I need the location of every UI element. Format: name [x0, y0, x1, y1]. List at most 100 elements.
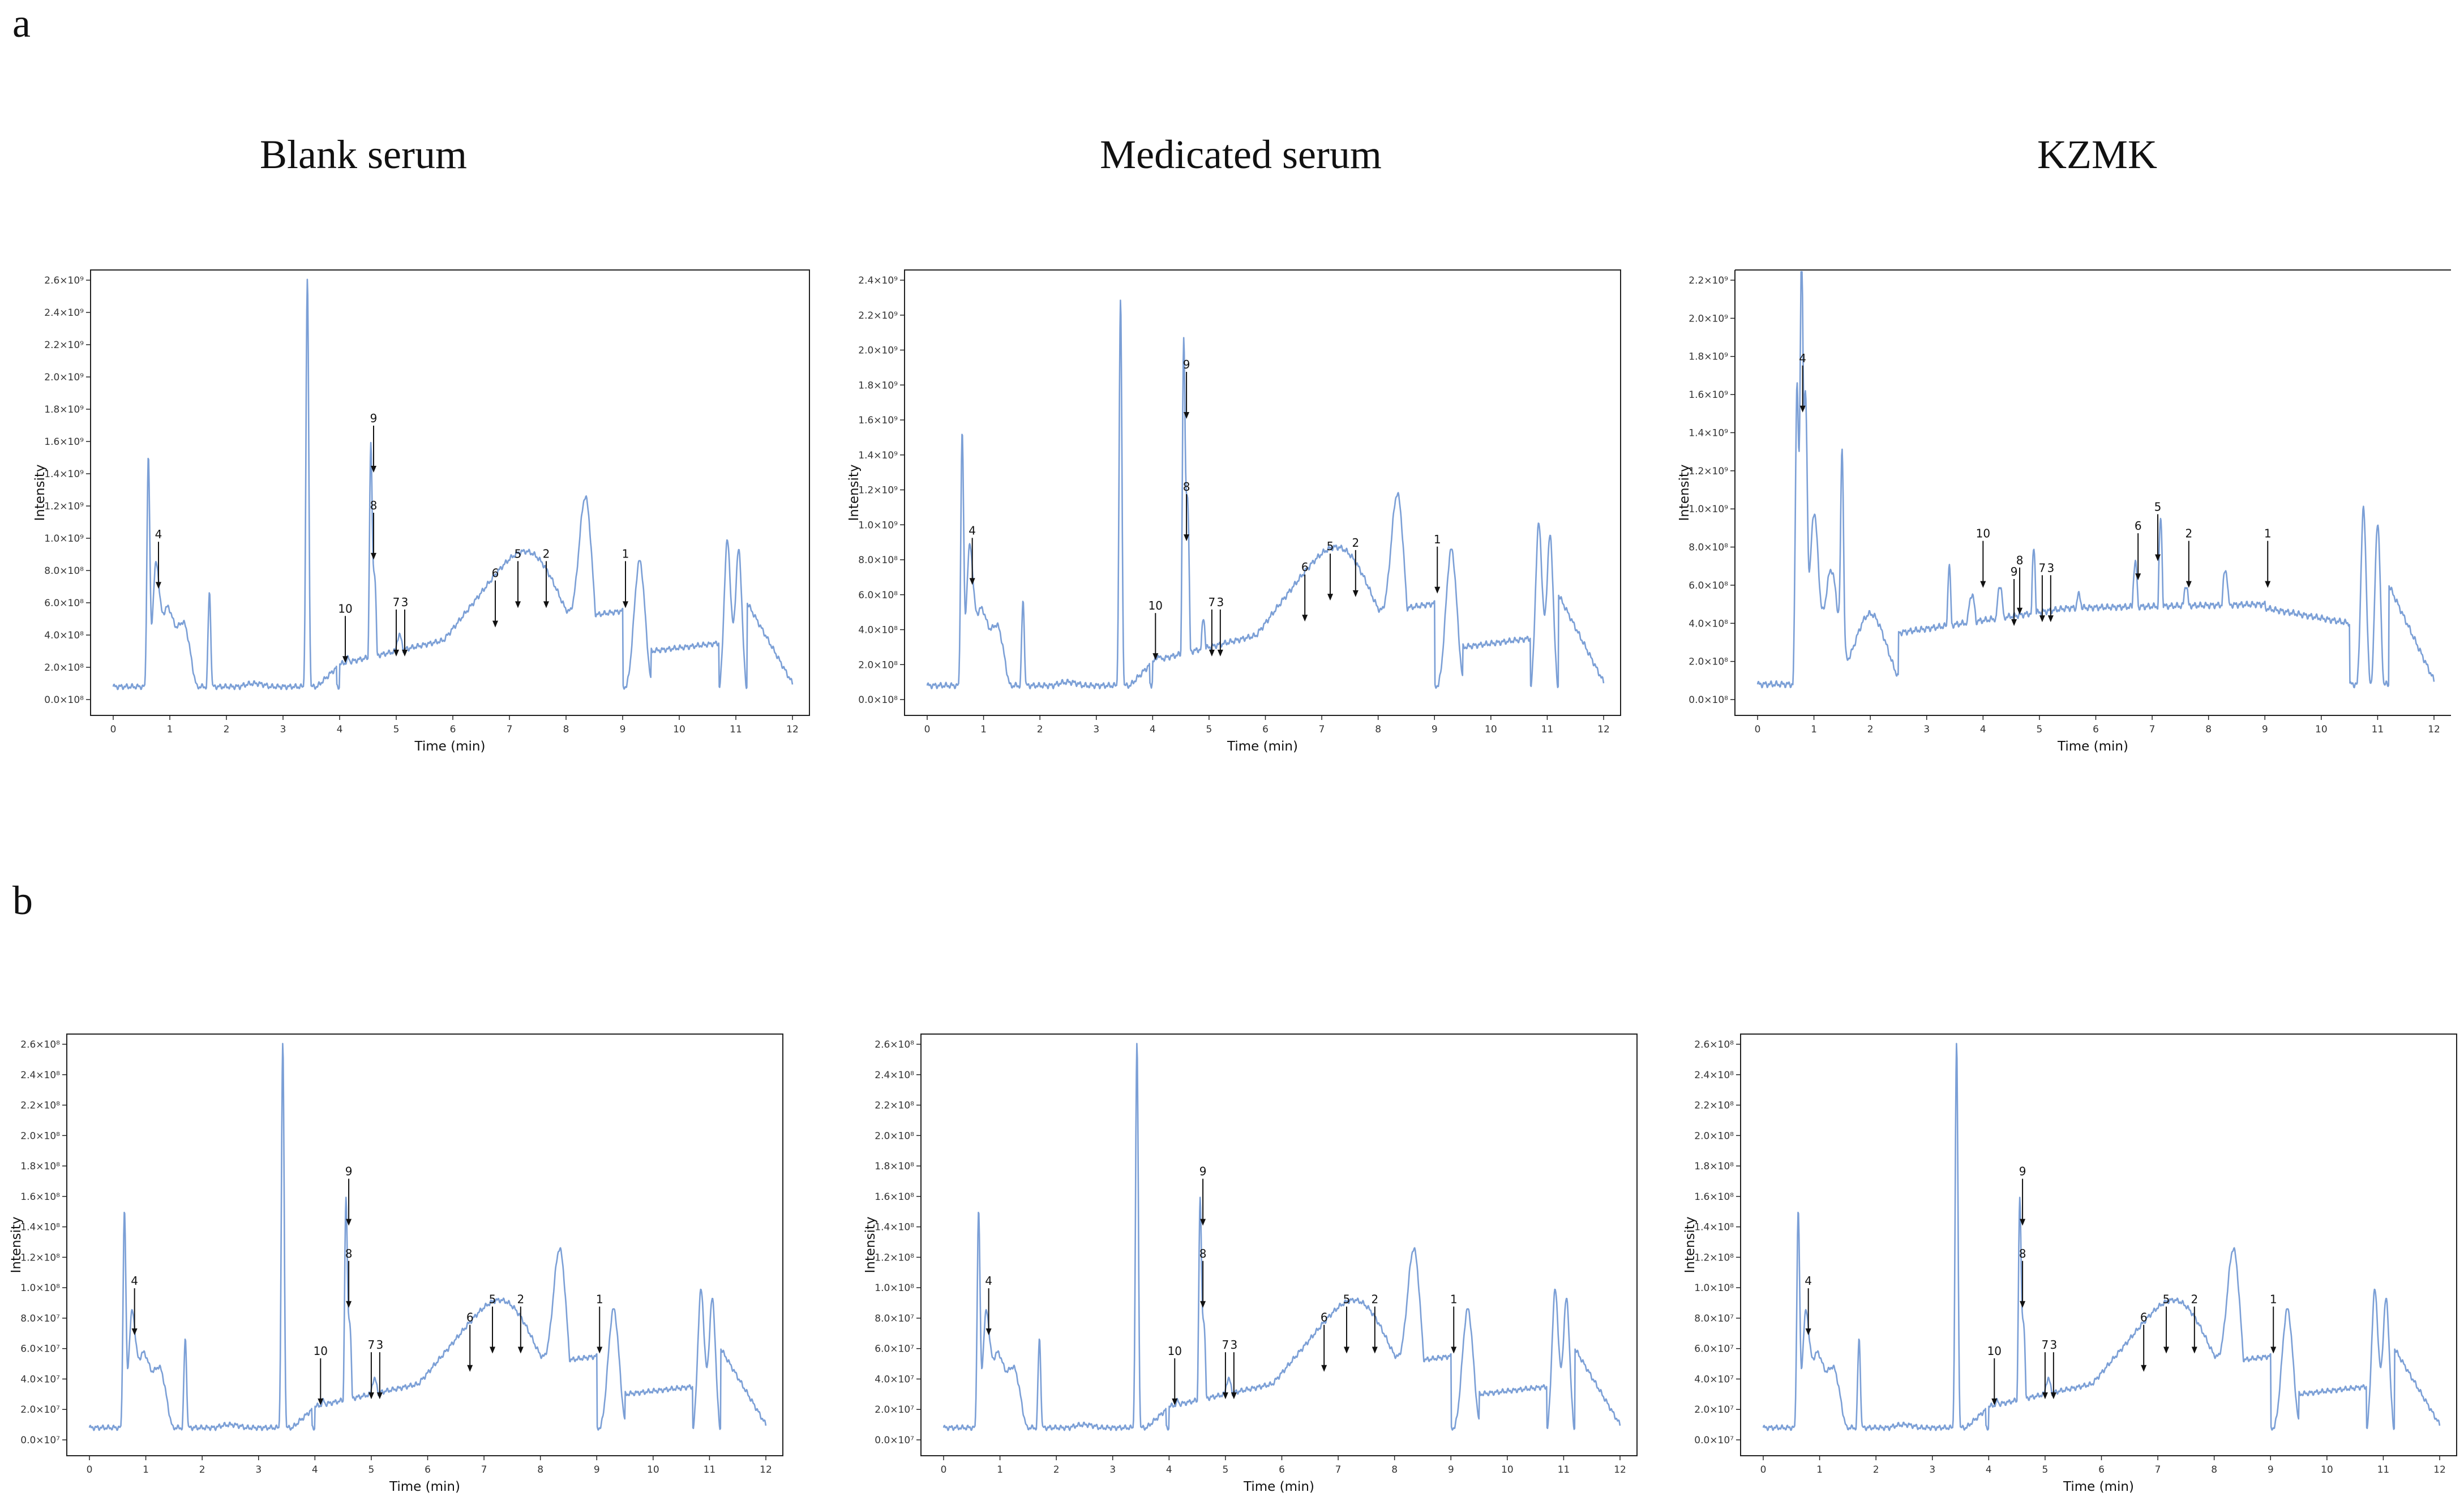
peak-label: 8: [1183, 480, 1190, 494]
peak-arrowhead: [2270, 1346, 2277, 1354]
x-tick-label: 6: [450, 724, 456, 735]
peak-label: 7: [1222, 1338, 1229, 1352]
y-axis-title: Intensity: [863, 1216, 878, 1273]
peak-arrowhead: [346, 1301, 352, 1308]
peak-label: 2: [2191, 1292, 2198, 1306]
peak-label: 5: [1343, 1292, 1351, 1306]
x-tick-label: 0: [1755, 724, 1761, 735]
y-tick-label: 1.2×10⁹: [44, 501, 84, 512]
y-tick-label: 1.2×10⁹: [1689, 466, 1728, 477]
x-tick-label: 0: [941, 1464, 947, 1476]
y-tick-label: 1.4×10⁸: [20, 1222, 60, 1233]
peak-arrowhead: [985, 1328, 992, 1336]
y-tick-label: 1.6×10⁸: [875, 1191, 914, 1203]
x-tick-label: 5: [2042, 1464, 2049, 1476]
y-tick-label: 8.0×10⁷: [20, 1313, 60, 1324]
x-tick-label: 8: [537, 1464, 543, 1476]
y-tick-label: 1.6×10⁹: [44, 436, 84, 448]
y-tick-label: 2.0×10⁹: [44, 372, 84, 383]
peak-arrowhead: [2042, 1392, 2048, 1400]
column-title-medicated-serum: Medicated serum: [1100, 132, 1382, 177]
y-tick-label: 2.0×10⁹: [858, 345, 898, 357]
peak-arrowhead: [543, 601, 549, 608]
x-tick-label: 8: [1391, 1464, 1398, 1476]
peak-arrowhead: [1222, 1392, 1228, 1400]
peak-arrowhead: [2265, 581, 2271, 588]
x-tick-label: 10: [2321, 1464, 2333, 1476]
y-tick-label: 0.0×10⁷: [20, 1435, 60, 1446]
x-tick-label: 9: [1432, 724, 1438, 735]
peak-arrowhead: [371, 552, 376, 560]
y-tick-label: 1.4×10⁹: [858, 450, 898, 461]
x-tick-label: 12: [2428, 724, 2440, 735]
y-tick-label: 2.0×10⁸: [858, 659, 898, 671]
peak-arrowhead: [515, 601, 521, 608]
peak-arrowhead: [597, 1346, 603, 1354]
y-tick-label: 2.0×10⁸: [875, 1130, 914, 1142]
y-tick-label: 1.0×10⁸: [875, 1283, 914, 1294]
x-tick-label: 12: [760, 1464, 772, 1476]
plot-frame: [1734, 269, 2451, 716]
peak-label: 7: [393, 595, 400, 609]
peak-arrowhead: [2020, 1301, 2026, 1308]
x-tick-label: 3: [255, 1464, 262, 1476]
peak-label: 10: [1976, 527, 1990, 541]
peak-label: 8: [2016, 554, 2024, 567]
plot-frame: [920, 1033, 1638, 1456]
x-tick-label: 7: [507, 724, 513, 735]
y-tick-label: 6.0×10⁷: [1694, 1344, 1734, 1355]
y-tick-label: 1.6×10⁸: [20, 1191, 60, 1203]
y-tick-label: 8.0×10⁸: [858, 555, 898, 566]
x-axis-title: Time (min): [2057, 739, 2128, 754]
peak-arrowhead: [1805, 1328, 1811, 1336]
peak-arrowhead: [623, 601, 628, 608]
peak-label: 3: [2047, 561, 2054, 574]
peak-label: 4: [1805, 1274, 1812, 1288]
column-title-blank-serum: Blank serum: [260, 132, 467, 177]
peak-label: 6: [466, 1311, 474, 1324]
chromatogram-a-kzmk: 0.0×10⁸ 2.0×10⁸ 4.0×10⁸ 6.0×10⁸ 8.0×10⁸ 1.0×1…: [1677, 269, 2451, 754]
y-tick-label: 8.0×10⁷: [875, 1313, 914, 1324]
peak-arrowhead: [393, 649, 399, 657]
peak-label: 9: [2011, 565, 2018, 578]
peak-arrowhead: [1980, 581, 1986, 588]
y-axis-title: Intensity: [33, 464, 48, 521]
peak-label: 6: [1321, 1311, 1328, 1324]
x-tick-label: 5: [1223, 1464, 1229, 1476]
peak-label: 4: [985, 1274, 992, 1288]
peak-label: 4: [969, 524, 976, 537]
x-tick-label: 6: [1262, 724, 1269, 735]
x-tick-label: 11: [704, 1464, 716, 1476]
y-tick-label: 1.8×10⁹: [44, 404, 84, 415]
y-tick-label: 4.0×10⁷: [20, 1374, 60, 1385]
peak-label: 2: [517, 1292, 524, 1306]
peak-arrowhead: [969, 578, 975, 585]
panel-label-b: b: [12, 878, 33, 923]
y-tick-label: 2.2×10⁹: [1689, 275, 1728, 286]
peak-label: 3: [376, 1338, 383, 1352]
x-tick-label: 0: [1760, 1464, 1767, 1476]
y-tick-label: 6.0×10⁸: [1689, 580, 1728, 591]
chromatogram-trace: [1756, 271, 2435, 689]
chromatogram-trace: [942, 1043, 1621, 1431]
peak-arrowhead: [1451, 1346, 1457, 1354]
x-tick-label: 10: [647, 1464, 659, 1476]
x-tick-label: 8: [1375, 724, 1381, 735]
peak-arrowhead: [1372, 1346, 1378, 1354]
x-tick-label: 2: [1053, 1464, 1060, 1476]
peak-arrowhead: [1321, 1365, 1327, 1372]
chromatogram-trace: [88, 1043, 767, 1431]
x-tick-label: 4: [1980, 724, 1986, 735]
x-tick-label: 3: [1093, 724, 1099, 735]
peak-label: 1: [1434, 533, 1441, 546]
x-tick-label: 5: [368, 1464, 375, 1476]
y-tick-label: 2.6×10⁸: [1694, 1039, 1734, 1050]
peak-label: 8: [370, 499, 378, 512]
x-tick-label: 1: [1816, 1464, 1823, 1476]
peak-arrowhead: [2186, 581, 2192, 588]
peak-label: 10: [338, 602, 352, 615]
peak-label: 1: [596, 1292, 603, 1306]
y-tick-label: 1.4×10⁹: [1689, 427, 1728, 439]
peak-label: 7: [2039, 561, 2046, 574]
y-tick-label: 1.0×10⁹: [858, 520, 898, 531]
